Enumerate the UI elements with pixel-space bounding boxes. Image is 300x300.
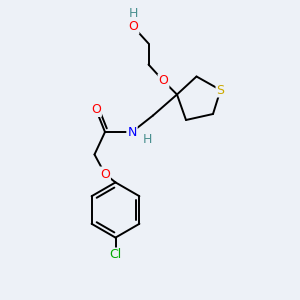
Text: H: H — [142, 133, 152, 146]
Text: N: N — [127, 125, 137, 139]
Text: O: O — [159, 74, 168, 88]
Text: S: S — [217, 83, 224, 97]
Text: Cl: Cl — [110, 248, 122, 262]
Text: O: O — [100, 167, 110, 181]
Text: H: H — [129, 7, 138, 20]
Text: O: O — [91, 103, 101, 116]
Text: O: O — [129, 20, 138, 34]
